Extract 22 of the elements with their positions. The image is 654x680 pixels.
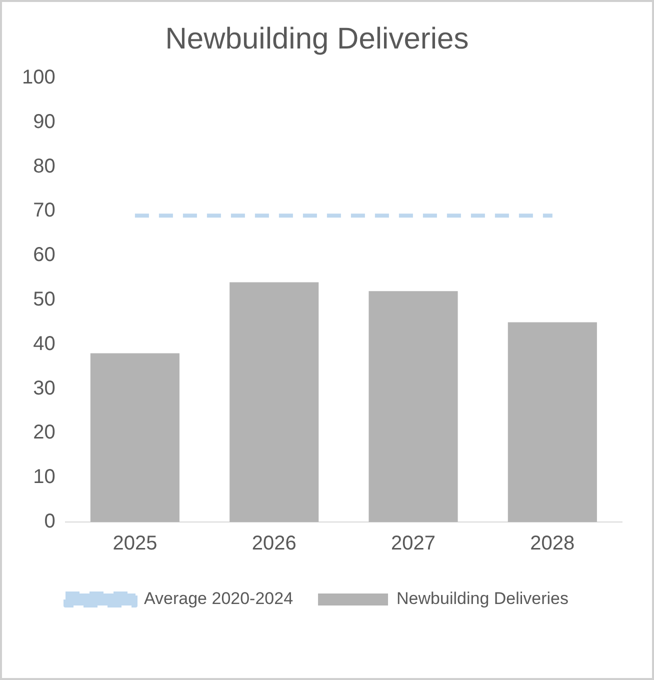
bar (508, 322, 597, 522)
y-tick-label: 0 (44, 510, 56, 533)
x-tick-label: 2028 (530, 532, 575, 555)
y-tick-label: 10 (33, 466, 56, 488)
y-tick-label: 100 (22, 66, 56, 89)
x-tick-label: 2025 (112, 532, 158, 555)
bar (368, 291, 458, 522)
y-tick-label: 70 (33, 200, 56, 222)
y-tick-label: 50 (33, 288, 56, 311)
y-tick-label: 30 (33, 377, 56, 400)
legend-label: Newbuilding Deliveries (396, 589, 568, 608)
y-tick-label: 90 (33, 110, 56, 133)
bar (90, 353, 180, 522)
chart-title: Newbuilding Deliveries (165, 22, 469, 56)
y-tick-label: 60 (33, 244, 56, 266)
x-tick-label: 2026 (252, 532, 296, 555)
y-tick-label: 20 (33, 422, 56, 444)
legend-label: Average 2020-2024 (144, 589, 294, 608)
x-tick-label: 2027 (391, 532, 436, 555)
y-tick-label: 40 (33, 332, 56, 355)
y-tick-label: 80 (33, 155, 56, 178)
bar (230, 282, 319, 522)
